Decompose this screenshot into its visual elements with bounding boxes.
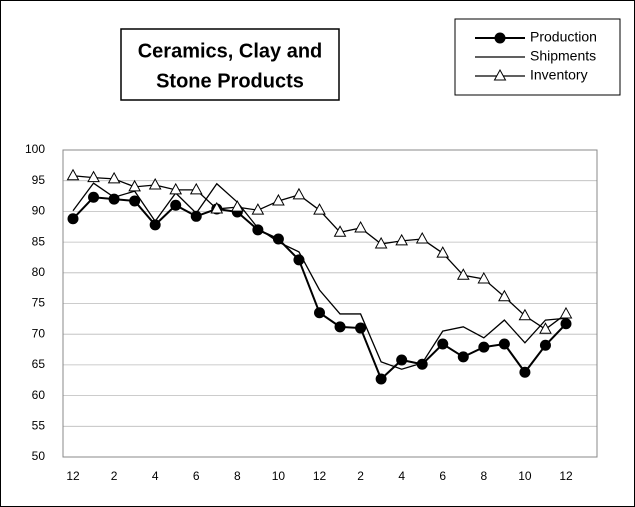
point xyxy=(436,246,450,258)
point xyxy=(314,307,325,319)
x-tick-label: 8 xyxy=(480,469,487,483)
point xyxy=(170,199,182,211)
point xyxy=(478,341,490,353)
point xyxy=(374,236,388,249)
point xyxy=(396,354,408,366)
y-tick-label: 90 xyxy=(32,204,46,218)
y-tick-label: 60 xyxy=(32,388,46,402)
legend-marker xyxy=(494,32,506,44)
y-tick-label: 70 xyxy=(32,326,46,340)
point xyxy=(292,187,306,200)
y-tick-label: 95 xyxy=(32,173,46,187)
legend-marker xyxy=(493,68,507,81)
y-tick-label: 80 xyxy=(32,265,46,279)
chart-title: Ceramics, Clay and xyxy=(138,40,323,62)
point xyxy=(437,338,449,350)
y-tick-label: 65 xyxy=(32,357,46,371)
point xyxy=(415,231,429,244)
point xyxy=(210,201,224,214)
y-tick-label: 85 xyxy=(32,234,46,248)
point xyxy=(190,210,202,222)
x-tick-label: 12 xyxy=(559,469,573,483)
x-tick-label: 12 xyxy=(313,469,327,483)
y-tick-label: 75 xyxy=(32,296,46,310)
x-tick-label: 2 xyxy=(111,469,118,483)
point xyxy=(375,373,387,385)
point xyxy=(149,219,161,231)
point xyxy=(272,233,284,245)
point xyxy=(498,338,510,350)
plot-area xyxy=(62,149,598,458)
x-tick-label: 6 xyxy=(439,469,446,483)
x-tick-label: 10 xyxy=(518,469,532,483)
point xyxy=(560,318,572,330)
point xyxy=(456,268,470,280)
legend-label: Inventory xyxy=(530,67,588,83)
chart-title: Stone Products xyxy=(156,70,304,92)
point xyxy=(128,179,141,192)
point xyxy=(355,322,367,334)
point xyxy=(169,182,183,195)
point xyxy=(416,358,428,370)
point xyxy=(539,322,552,334)
x-tick-label: 4 xyxy=(398,469,405,483)
point xyxy=(559,306,573,319)
point xyxy=(333,225,347,237)
title-box xyxy=(120,28,340,101)
point xyxy=(518,308,532,321)
series-line xyxy=(72,182,567,370)
point xyxy=(67,213,79,225)
point xyxy=(477,271,491,284)
x-tick-label: 12 xyxy=(66,469,80,483)
point xyxy=(272,193,285,206)
point xyxy=(313,203,326,215)
point xyxy=(252,224,264,236)
point xyxy=(519,366,531,378)
point xyxy=(129,195,141,207)
legend-label: Production xyxy=(530,29,597,45)
point xyxy=(66,168,80,181)
point xyxy=(334,321,346,333)
x-tick-label: 2 xyxy=(357,469,364,483)
point xyxy=(498,289,511,302)
point xyxy=(230,200,244,212)
point xyxy=(87,170,100,183)
x-tick-label: 6 xyxy=(193,469,200,483)
x-tick-label: 10 xyxy=(272,469,286,483)
point xyxy=(88,191,100,203)
y-tick-label: 55 xyxy=(32,418,46,432)
point xyxy=(539,339,551,351)
y-tick-label: 50 xyxy=(32,449,46,463)
y-tick-label: 100 xyxy=(25,142,45,156)
point xyxy=(354,220,367,233)
point xyxy=(107,171,121,184)
point xyxy=(251,203,265,215)
point xyxy=(457,351,469,363)
point xyxy=(395,233,409,246)
point xyxy=(148,177,162,190)
legend-label: Shipments xyxy=(530,48,596,64)
point xyxy=(189,182,203,195)
x-tick-label: 8 xyxy=(234,469,241,483)
x-tick-label: 4 xyxy=(152,469,159,483)
